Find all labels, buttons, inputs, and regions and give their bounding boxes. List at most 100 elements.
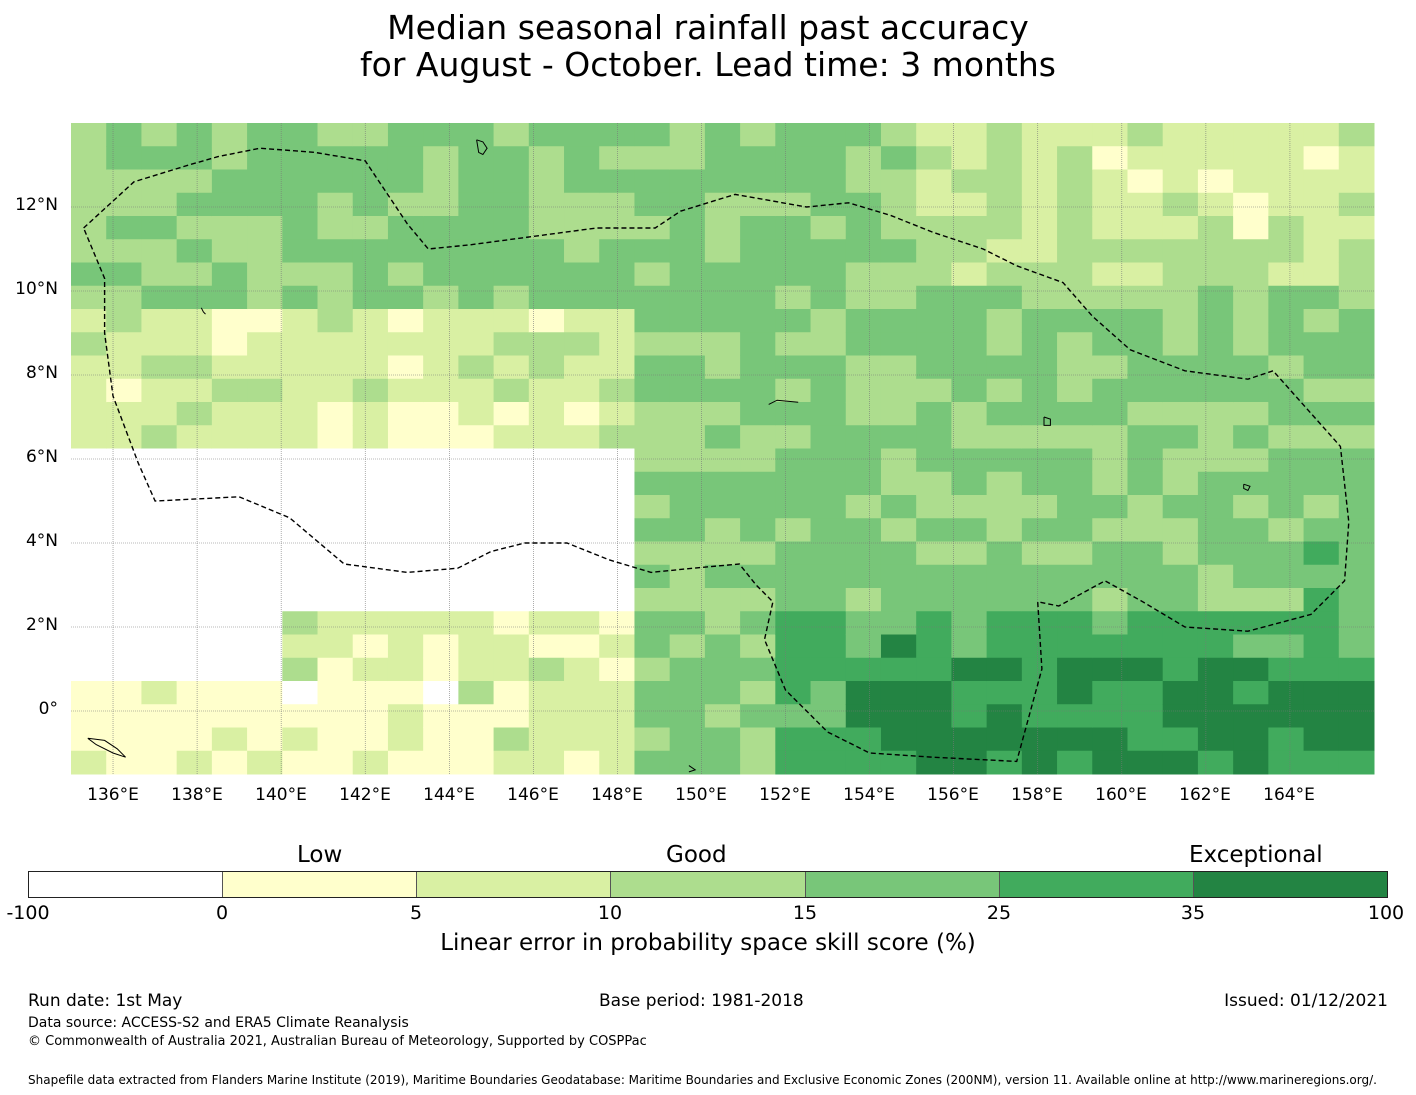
- grid-cell: [176, 704, 213, 728]
- grid-cell: [493, 634, 530, 659]
- grid-cell: [564, 704, 600, 728]
- grid-cell: [1057, 239, 1093, 263]
- grid-cell: [880, 216, 917, 240]
- grid-cell: [458, 309, 495, 333]
- grid-cell: [282, 239, 319, 263]
- grid-cell: [211, 378, 248, 403]
- colorbar-segment-25-35: [999, 872, 1194, 897]
- grid-cell: [916, 564, 952, 589]
- grid-cell: [352, 285, 389, 310]
- grid-cell: [564, 146, 600, 170]
- grid-cell: [1268, 541, 1305, 566]
- grid-cell: [493, 448, 530, 473]
- grid-cell: [1092, 634, 1128, 659]
- grid-cell: [141, 518, 178, 542]
- grid-cell: [1338, 564, 1375, 589]
- lon-tick-156e: 156°E: [927, 785, 979, 805]
- grid-cell: [1233, 192, 1269, 217]
- grid-cell: [458, 518, 495, 542]
- grid-cell: [1162, 564, 1199, 589]
- grid-cell: [740, 216, 776, 240]
- grid-cell: [599, 262, 635, 287]
- grid-cell: [1197, 285, 1234, 310]
- grid-cell: [106, 285, 142, 310]
- grid-cell: [1057, 541, 1093, 566]
- grid-cell: [1268, 378, 1305, 403]
- grid-cell: [564, 425, 600, 449]
- grid-cell: [1197, 704, 1234, 728]
- grid-cell: [916, 378, 952, 403]
- grid-cell: [1233, 471, 1269, 496]
- grid-cell: [528, 402, 565, 426]
- grid-cell: [106, 169, 142, 194]
- grid-cell: [387, 262, 424, 287]
- grid-cell: [1162, 727, 1199, 752]
- grid-cell: [528, 495, 565, 519]
- grid-cell: [247, 681, 283, 705]
- grid-cell: [775, 471, 812, 496]
- grid-cell: [845, 495, 882, 519]
- grid-cell: [1233, 588, 1269, 612]
- grid-cell: [352, 123, 389, 147]
- grid-cell: [916, 123, 952, 147]
- grid-cell: [528, 146, 565, 170]
- grid-cell: [71, 541, 107, 566]
- grid-cell: [176, 425, 213, 449]
- grid-cell: [951, 448, 988, 473]
- grid-cell: [1021, 448, 1058, 473]
- grid-cell: [1057, 704, 1093, 728]
- grid-cell: [1233, 750, 1269, 775]
- grid-cell: [211, 355, 248, 380]
- grid-cell: [564, 262, 600, 287]
- grid-cell: [317, 541, 354, 566]
- grid-cell: [176, 448, 213, 473]
- grid-cell: [1197, 518, 1234, 542]
- grid-cell: [493, 611, 530, 635]
- grid-cell: [352, 192, 389, 217]
- grid-cell: [458, 681, 495, 705]
- grid-cell: [282, 471, 319, 496]
- grid-cell: [669, 518, 706, 542]
- grid-cell: [317, 681, 354, 705]
- grid-cell: [599, 285, 635, 310]
- grid-cell: [951, 634, 988, 659]
- grid-cell: [845, 704, 882, 728]
- grid-cell: [880, 192, 917, 217]
- grid-cell: [775, 262, 812, 287]
- grid-cell: [387, 216, 424, 240]
- grid-cell: [845, 727, 882, 752]
- grid-cell: [880, 355, 917, 380]
- grid-cell: [282, 750, 319, 775]
- grid-cell: [986, 448, 1023, 473]
- grid-cell: [740, 657, 776, 682]
- grid-cell: [528, 727, 565, 752]
- grid-cell: [1127, 588, 1164, 612]
- grid-cell: [951, 402, 988, 426]
- grid-cell: [1303, 285, 1340, 310]
- grid-cell: [211, 611, 248, 635]
- grid-cell: [1268, 657, 1305, 682]
- grid-cell: [106, 657, 142, 682]
- grid-cell: [1057, 564, 1093, 589]
- grid-cell: [1233, 657, 1269, 682]
- grid-cell: [669, 471, 706, 496]
- grid-cell: [1162, 146, 1199, 170]
- grid-cell: [916, 332, 952, 356]
- grid-cell: [1197, 425, 1234, 449]
- grid-cell: [1057, 332, 1093, 356]
- grid-cell: [810, 518, 847, 542]
- grid-cell: [810, 378, 847, 403]
- grid-cell: [1268, 123, 1305, 147]
- grid-cell: [211, 402, 248, 426]
- grid-cell: [423, 518, 459, 542]
- colorbar: [28, 871, 1388, 898]
- grid-cell: [951, 750, 988, 775]
- grid-cell: [458, 192, 495, 217]
- grid-cell: [880, 309, 917, 333]
- coastlines: [87, 139, 1251, 773]
- grid-cell: [528, 704, 565, 728]
- grid-cell: [599, 309, 635, 333]
- grid-cell: [141, 123, 178, 147]
- grid-cell: [810, 169, 847, 194]
- grid-cell: [1092, 727, 1128, 752]
